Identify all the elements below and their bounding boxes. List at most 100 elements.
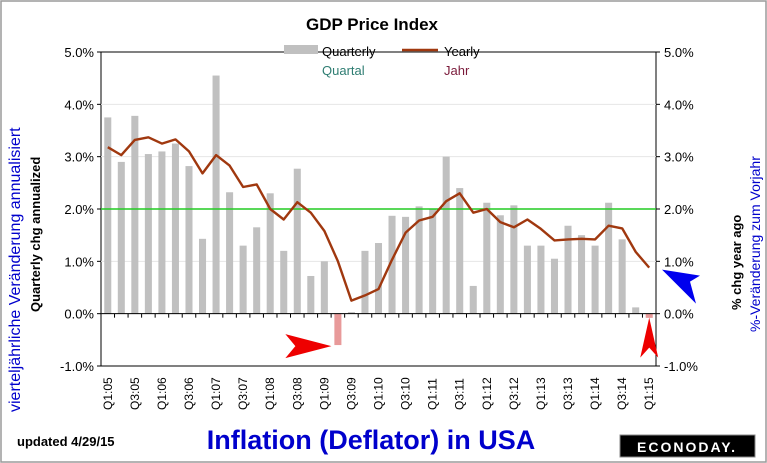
x-tick-label: Q1:06 [155, 377, 169, 410]
quarterly-bar [171, 143, 179, 314]
x-tick-label: Q3:12 [507, 377, 521, 410]
footer-title: Inflation (Deflator) in USA [207, 425, 535, 455]
quarterly-bar [226, 192, 234, 314]
legend-quarterly-german-label: Quartal [322, 63, 365, 78]
x-tick-label: Q1:07 [209, 377, 223, 410]
chart-title: GDP Price Index [306, 15, 439, 34]
right-axis-german-label: %-Veränderung zum Vorjahr [747, 156, 763, 332]
y-tick-label-left: 5.0% [64, 45, 94, 60]
quarterly-bar [293, 168, 301, 314]
x-tick-label: Q1:13 [534, 377, 548, 410]
y-tick-label-left: -1.0% [60, 359, 94, 374]
legend: Quarterly Yearly Quartal Jahr [284, 44, 480, 78]
quarterly-bar [442, 156, 450, 314]
quarterly-bar [618, 239, 626, 314]
y-tick-label-left: 0.0% [64, 307, 94, 322]
quarterly-bar [117, 161, 125, 314]
left-axis-german-label: vierteljährliche Veränderung annualisier… [7, 127, 24, 412]
y-tick-label-right: 3.0% [664, 150, 694, 165]
x-tick-label: Q3:06 [182, 377, 196, 410]
y-tick-label-right: 2.0% [664, 202, 694, 217]
quarterly-bar [212, 75, 220, 314]
quarterly-bar [578, 235, 586, 314]
x-tick-label: Q3:07 [236, 377, 250, 410]
quarterly-bar [537, 245, 545, 314]
legend-quarterly-swatch [284, 45, 318, 54]
quarterly-bar [496, 215, 504, 314]
y-tick-label-left: 4.0% [64, 97, 94, 112]
quarterly-bar [361, 250, 369, 314]
x-tick-label: Q1:15 [642, 377, 656, 410]
yearly-line-path [107, 136, 651, 302]
quarterly-bar [483, 202, 491, 314]
y-tick-label-right: 4.0% [664, 97, 694, 112]
x-tick-label: Q1:10 [372, 377, 386, 410]
red-arrow-right [285, 334, 332, 359]
x-tick-label: Q1:09 [317, 377, 331, 410]
quarterly-bar [334, 313, 342, 346]
right-axis-label: % chg year ago [729, 215, 744, 310]
x-axis-tick-labels: Q1:05 Q3:05 Q1:06 Q3:06 Q1:07 Q3:07 Q1:08 Q3:08… [101, 377, 656, 410]
quarterly-bar [253, 227, 261, 314]
updated-date: updated 4/29/15 [17, 434, 115, 449]
quarterly-bar [605, 202, 613, 314]
quarterly-bar [158, 151, 166, 314]
econoday-logo-text: ECONODAY. [637, 439, 737, 455]
zero-axis [100, 313, 657, 318]
quarterly-bar [645, 313, 653, 318]
x-tick-label: Q3:05 [128, 377, 142, 410]
x-tick-label: Q1:14 [588, 377, 602, 410]
quarterly-bar [564, 225, 572, 314]
quarterly-bar [131, 115, 139, 314]
quarterly-bar [429, 209, 437, 314]
quarterly-bar [104, 117, 112, 314]
left-axis-tick-labels: 5.0% 4.0% 3.0% 2.0% 1.0% 0.0% -1.0% [60, 45, 101, 374]
x-tick-label: Q1:12 [480, 377, 494, 410]
quarterly-bar [199, 238, 207, 314]
econoday-logo: ECONODAY. [619, 434, 756, 458]
quarterly-bar [320, 261, 328, 314]
legend-yearly-label: Yearly [444, 44, 480, 59]
quarterly-bar [402, 216, 410, 314]
quarterly-bar [280, 250, 288, 314]
quarterly-bar [374, 243, 383, 314]
quarterly-bar [239, 245, 247, 314]
x-tick-label: Q3:08 [290, 377, 304, 410]
blue-arrow [662, 269, 700, 304]
quarterly-bar [510, 205, 518, 314]
x-tick-label: Q3:09 [344, 377, 358, 410]
quarterly-bar [456, 188, 464, 314]
x-tick-label: Q3:13 [561, 377, 575, 410]
quarterly-bar [144, 154, 152, 314]
quarterly-bars [104, 75, 653, 346]
x-tick-label: Q1:11 [426, 378, 440, 410]
quarterly-bar [550, 258, 558, 314]
y-tick-label-left: 1.0% [64, 254, 94, 269]
x-tick-label: Q3:10 [399, 377, 413, 410]
x-tick-label: Q3:11 [453, 378, 467, 410]
y-tick-label-right: -1.0% [664, 359, 698, 374]
x-tick-label: Q1:08 [263, 377, 277, 410]
y-tick-label-right: 5.0% [664, 45, 694, 60]
quarterly-bar [185, 166, 193, 314]
quarterly-bar [632, 307, 640, 314]
quarterly-bar [266, 193, 274, 314]
annotation-arrows [285, 269, 700, 359]
red-arrow-up [640, 317, 659, 358]
y-tick-label-left: 2.0% [64, 202, 94, 217]
y-tick-label-left: 3.0% [64, 150, 94, 165]
quarterly-bar [469, 285, 477, 314]
quarterly-bar [388, 215, 396, 314]
x-tick-label: Q3:14 [615, 377, 629, 410]
legend-quarterly-label: Quarterly [322, 44, 376, 59]
quarterly-bar [307, 275, 315, 314]
quarterly-bar [591, 245, 599, 314]
y-tick-label-right: 0.0% [664, 307, 694, 322]
y-tick-label-right: 1.0% [664, 254, 694, 269]
legend-yearly-german-label: Jahr [444, 63, 470, 78]
quarterly-bar [523, 245, 531, 314]
x-tick-label: Q1:05 [101, 377, 115, 410]
quarterly-bar [347, 312, 355, 314]
